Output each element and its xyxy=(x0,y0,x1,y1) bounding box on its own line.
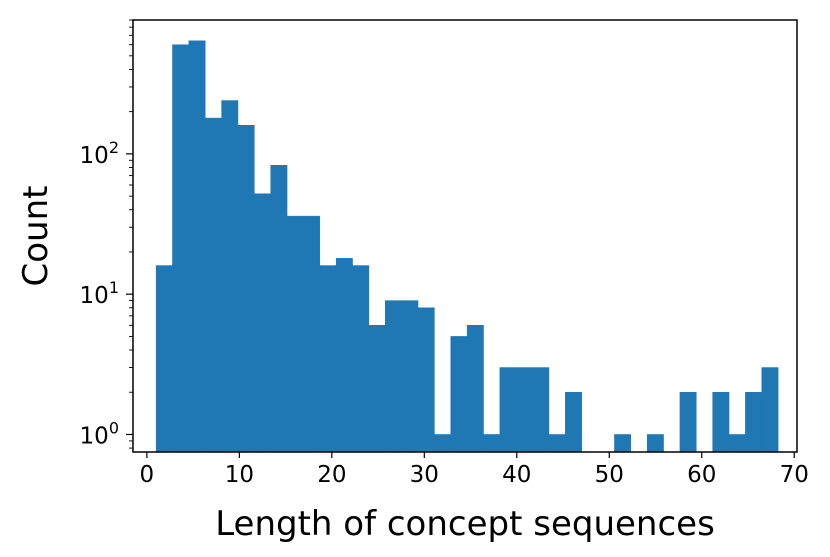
histogram-bar xyxy=(401,300,419,453)
x-tick-label: 40 xyxy=(502,462,531,488)
x-tick-label: 70 xyxy=(780,462,809,488)
histogram-bar xyxy=(679,391,697,453)
histogram-bar xyxy=(712,391,730,453)
histogram-bar xyxy=(368,325,386,453)
histogram-bar xyxy=(515,367,533,453)
x-tick-label: 0 xyxy=(140,462,155,488)
histogram-bar xyxy=(155,265,173,453)
histogram-bar xyxy=(204,117,222,453)
histogram-bar xyxy=(303,215,321,453)
histogram-bar xyxy=(319,265,337,453)
x-tick-label: 60 xyxy=(687,462,716,488)
histogram-bar xyxy=(728,434,746,453)
histogram-bar xyxy=(466,325,484,453)
histogram-bar xyxy=(565,391,582,453)
histogram-bar xyxy=(532,367,550,453)
histogram-bar xyxy=(335,258,353,453)
y-tick-label: 101 xyxy=(80,278,119,309)
histogram-bar xyxy=(499,367,517,453)
histogram-bar xyxy=(614,434,632,453)
x-tick-label: 20 xyxy=(317,462,346,488)
histogram-bar xyxy=(188,40,206,453)
histogram-bar xyxy=(761,367,779,453)
histogram-bar xyxy=(172,44,190,453)
x-tick-label: 50 xyxy=(595,462,624,488)
histogram-bar xyxy=(385,300,402,453)
x-ticks: 0 10 20 30 40 50 60 70 xyxy=(140,452,809,488)
histogram-bar xyxy=(237,124,255,453)
histogram-bar xyxy=(548,434,566,453)
histogram-bar xyxy=(286,215,304,453)
x-tick-label: 10 xyxy=(225,462,254,488)
plot-frame xyxy=(132,19,798,453)
histogram-bar xyxy=(254,193,271,453)
x-tick-label: 30 xyxy=(410,462,439,488)
histogram-bar xyxy=(270,164,288,453)
histogram-bar xyxy=(221,100,239,453)
histogram-bar xyxy=(434,434,452,453)
histogram-bar xyxy=(646,434,664,453)
y-tick-label: 100 xyxy=(80,418,119,449)
histogram-bar xyxy=(483,434,501,453)
x-axis-label: Length of concept sequences xyxy=(215,504,715,544)
y-axis-label: Count xyxy=(16,186,56,287)
y-major-ticks: 100 101 102 xyxy=(80,138,133,449)
y-tick-label: 102 xyxy=(80,138,119,169)
histogram-bar xyxy=(450,336,468,453)
histogram-bar xyxy=(352,265,370,453)
histogram-bars xyxy=(155,40,779,453)
histogram-bar xyxy=(745,391,763,453)
histogram-bar xyxy=(417,307,435,453)
